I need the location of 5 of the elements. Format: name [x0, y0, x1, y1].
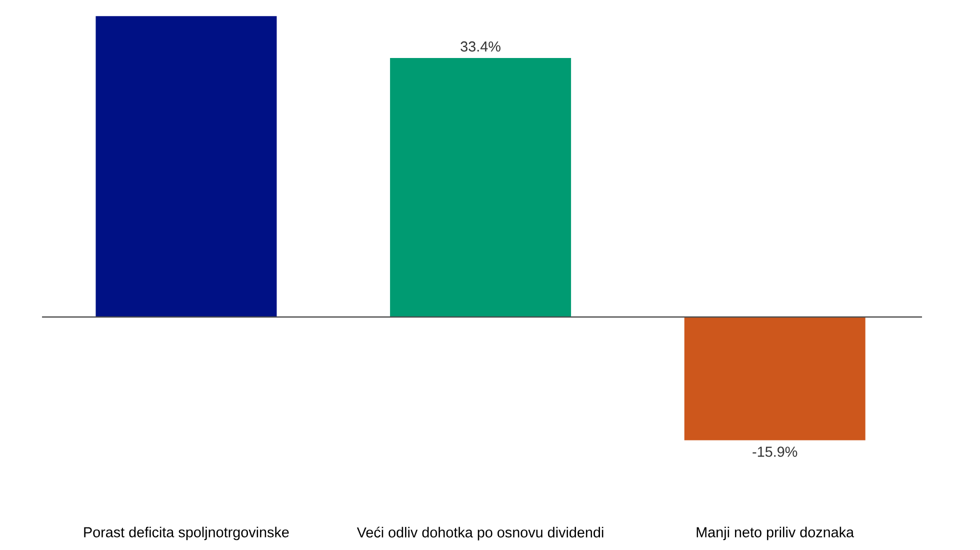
- data-label: 33.4%: [460, 41, 500, 52]
- data-label: -15.9%: [752, 446, 798, 457]
- x-tick-label: Porast deficita spoljnotrgovinske: [84, 526, 289, 540]
- x-tick-label: Veći odliv dohotka po osnovu dividendi: [356, 526, 604, 540]
- x-tick-label: Manji neto priliv doznaka: [696, 526, 854, 540]
